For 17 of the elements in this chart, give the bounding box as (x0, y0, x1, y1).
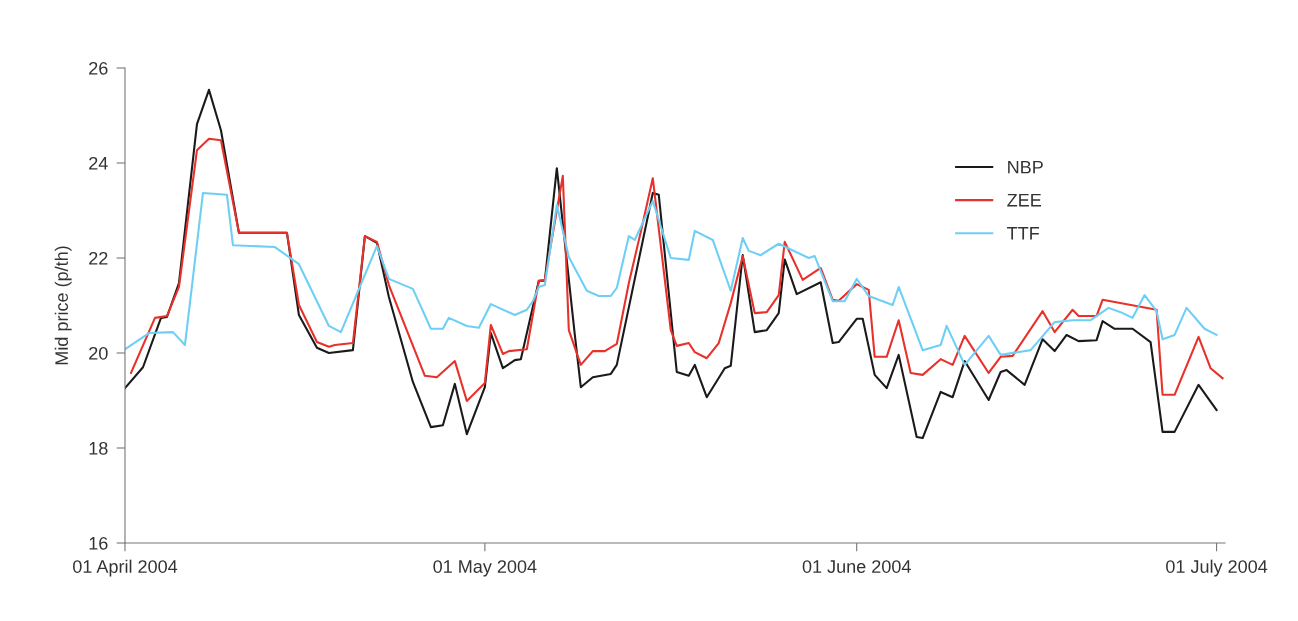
y-tick-label: 20 (89, 346, 108, 360)
legend-label: ZEE (1007, 193, 1042, 207)
x-tick-label: 01 June 2004 (802, 560, 911, 573)
y-tick-label: 26 (89, 61, 108, 75)
y-tick-label: 18 (89, 441, 108, 455)
legend-label: TTF (1007, 227, 1040, 240)
y-axis-title: Mid price (p/th) (54, 246, 72, 365)
y-tick-label: 22 (89, 251, 108, 265)
line-series (129, 137, 1224, 403)
line-series (125, 191, 1218, 366)
y-tick-label: 24 (89, 156, 108, 170)
y-tick-label: 16 (89, 536, 108, 550)
x-tick-label: 01 July 2004 (1166, 559, 1268, 577)
legend-label: NBP (1008, 160, 1043, 174)
x-tick-label: 01 May 2004 (433, 560, 537, 577)
line-series (125, 88, 1218, 440)
x-tick-label: 01 April 2004 (73, 559, 178, 577)
